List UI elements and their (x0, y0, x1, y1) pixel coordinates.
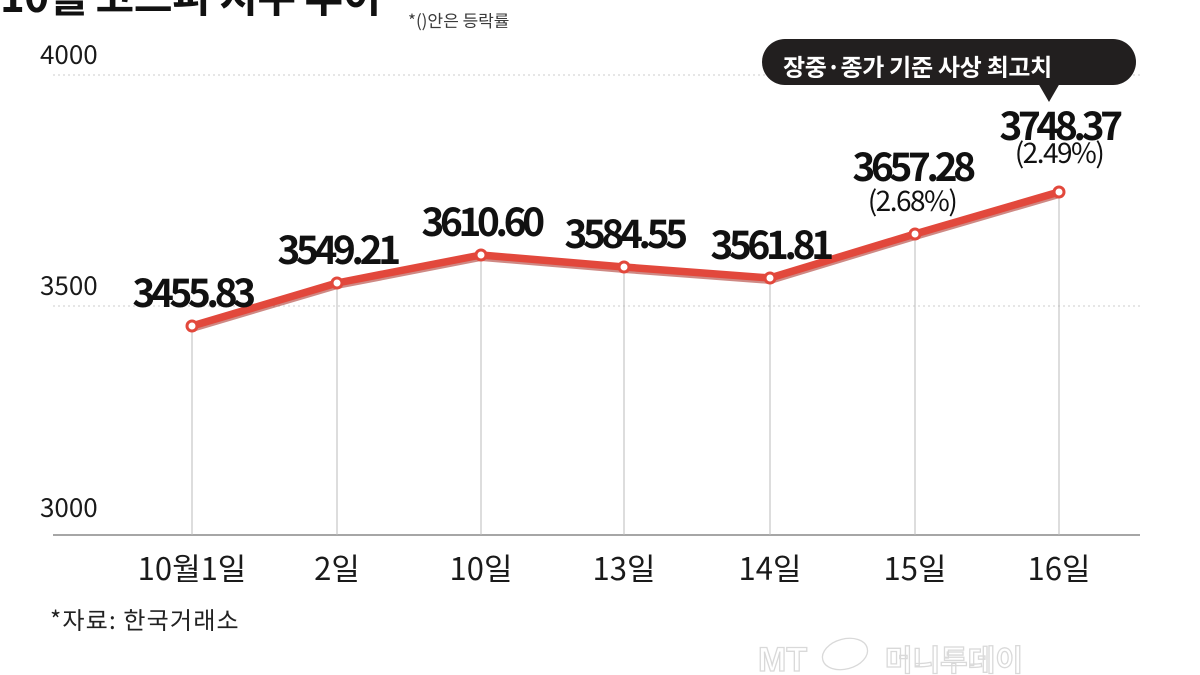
svg-text:MT: MT (758, 641, 807, 675)
svg-text:머니투데이: 머니투데이 (885, 636, 1023, 675)
